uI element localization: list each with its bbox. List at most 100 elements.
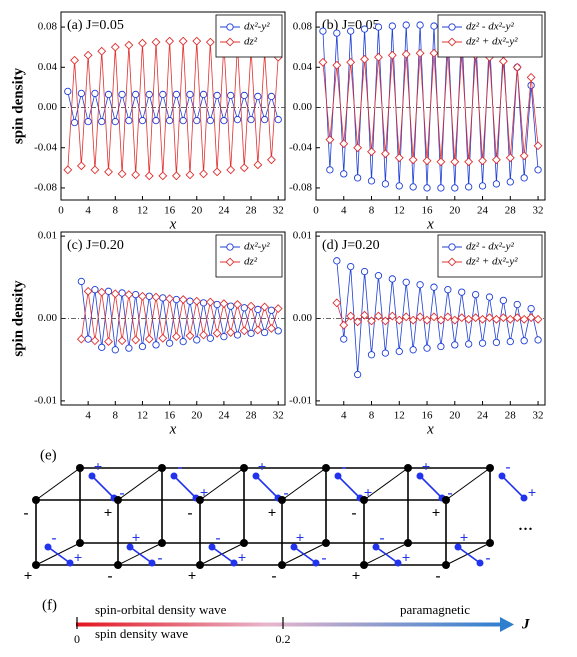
data-point (506, 178, 514, 186)
data-point (416, 21, 424, 29)
data-point (117, 336, 127, 346)
y-tick-label: 0.00 (38, 101, 58, 113)
lattice-node (158, 464, 166, 472)
data-point (70, 118, 79, 127)
x-tick-label: 4 (85, 410, 91, 422)
data-point (491, 155, 501, 165)
lattice-node (76, 464, 84, 472)
data-point (239, 326, 249, 336)
legend-label: dz² + dx²-y² (466, 36, 518, 48)
lattice-node (278, 561, 286, 569)
data-point (267, 306, 276, 314)
lattice-node (486, 464, 494, 472)
legend-label: dz² - dx²-y² (466, 241, 514, 253)
y-tick-label: 0.08 (38, 21, 58, 33)
x-tick-label: 4 (85, 205, 91, 217)
data-point (408, 155, 418, 165)
sign: + (132, 530, 141, 546)
data-point (165, 294, 175, 304)
data-point (367, 177, 376, 185)
sign: + (74, 550, 83, 566)
data-point (91, 286, 99, 294)
data-point (437, 342, 445, 351)
x-tick-label: 20 (449, 410, 461, 422)
legend-label: dz² (244, 256, 258, 268)
data-point (247, 329, 255, 337)
data-point (471, 313, 481, 323)
data-point (464, 314, 474, 324)
bond-line (173, 475, 197, 499)
data-point (98, 117, 106, 126)
data-point (151, 292, 161, 302)
data-point (478, 339, 487, 347)
lattice-node (114, 496, 122, 504)
data-point (63, 165, 73, 175)
data-point (436, 315, 446, 325)
data-point (253, 160, 263, 170)
data-point (374, 52, 383, 62)
data-point (199, 90, 208, 99)
bond-line (457, 546, 481, 564)
data-point (325, 135, 335, 145)
data-point (416, 281, 424, 289)
data-point (367, 351, 376, 359)
data-point (332, 298, 342, 308)
data-point (64, 87, 72, 96)
data-point (240, 91, 248, 100)
sign: + (238, 550, 247, 566)
data-point (346, 57, 356, 67)
lattice-node (32, 496, 40, 504)
data-point (124, 290, 134, 300)
data-point (429, 48, 439, 58)
data-point (254, 305, 262, 314)
data-point (367, 147, 376, 157)
phase-lower-text: spin density wave (95, 626, 188, 641)
data-point (326, 166, 334, 174)
legend-label: dz² + dx²-y² (466, 256, 518, 268)
sign: - (448, 485, 453, 501)
data-point (274, 327, 282, 335)
data-point (388, 275, 396, 283)
sign: - (436, 568, 441, 584)
y-axis-label: spin density (10, 67, 26, 144)
data-point (84, 335, 92, 343)
series-line (80, 291, 279, 342)
panel-title: (d) J=0.20 (322, 238, 380, 253)
lattice-node (322, 539, 330, 547)
x-tick-label: 16 (164, 410, 176, 422)
data-point (233, 115, 242, 124)
data-point (450, 315, 460, 325)
data-point (159, 294, 167, 302)
phase-tick-label: 0 (74, 632, 80, 646)
data-point (360, 25, 369, 33)
orbital-node (148, 559, 156, 567)
data-point (138, 342, 147, 351)
legend-box (437, 234, 543, 278)
data-point (333, 257, 341, 265)
phase-arrowhead (500, 617, 514, 632)
sign: + (104, 505, 113, 521)
phase-bar (76, 622, 502, 627)
data-point (360, 310, 370, 320)
y-tick-label: -0.08 (289, 181, 312, 193)
data-point (394, 315, 404, 325)
data-point (429, 312, 439, 322)
data-point (212, 167, 222, 177)
data-point (347, 27, 355, 35)
data-point (374, 272, 383, 280)
legend-marker (448, 243, 456, 251)
data-point (97, 46, 107, 56)
x-tick-label: 32 (533, 205, 544, 217)
legend-label: dz² (244, 36, 258, 48)
x-tick-label: 24 (218, 410, 230, 422)
sign: + (460, 530, 469, 546)
data-point (401, 312, 411, 322)
data-point (83, 286, 93, 296)
lattice-node (196, 496, 204, 504)
orbital-node (520, 494, 528, 502)
data-point (533, 314, 543, 324)
data-point (247, 115, 255, 124)
data-point (347, 262, 355, 271)
sign: - (380, 530, 385, 546)
sign: - (216, 530, 221, 546)
